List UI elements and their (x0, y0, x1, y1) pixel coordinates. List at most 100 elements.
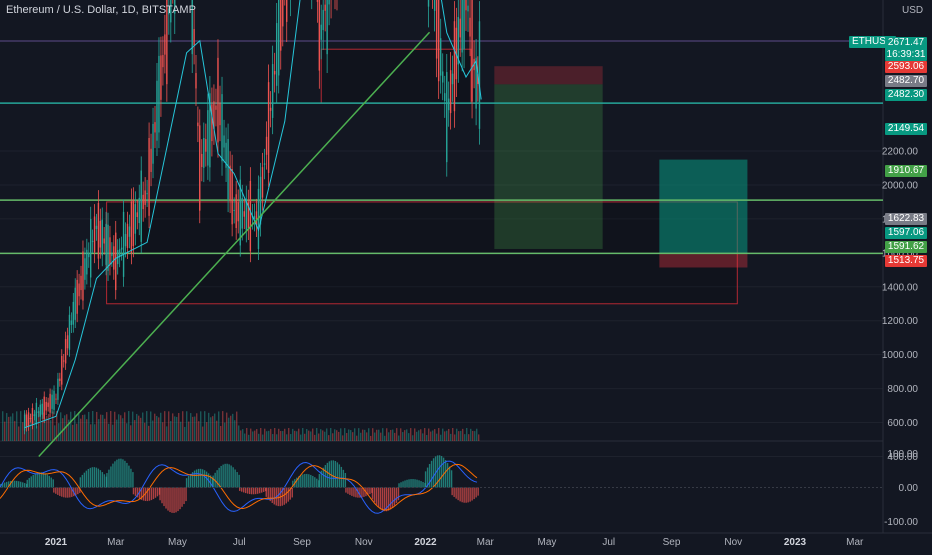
oscillator-bar (467, 487, 469, 503)
volume-bar (334, 429, 336, 441)
y-tick-label: 1000.00 (882, 350, 919, 361)
candle-body (95, 225, 98, 229)
volume-bar (148, 425, 150, 441)
candle-body (37, 411, 40, 413)
price-tag-value: 2593.06 (887, 61, 925, 72)
oscillator-bar (93, 467, 96, 488)
volume-bar (32, 420, 34, 441)
oscillator-bar (146, 487, 149, 502)
volume-bar (302, 428, 304, 441)
volume-bar (412, 435, 414, 441)
volume-bar (88, 411, 90, 441)
volume-bar (276, 434, 278, 441)
oscillator-bar (302, 474, 304, 488)
volume-bar (146, 411, 148, 441)
oscillator-bar (473, 487, 475, 500)
volume-bar (372, 428, 374, 441)
volume-bar (2, 411, 4, 441)
target-zone (659, 159, 748, 254)
volume-bar (416, 431, 418, 441)
oscillator-bar (469, 487, 471, 502)
candle-body (25, 414, 28, 428)
volume-bar (310, 431, 312, 441)
oscillator-bar (116, 459, 118, 488)
volume-bar (20, 411, 22, 441)
volume-bar (426, 434, 428, 441)
volume-bar (248, 434, 250, 441)
volume-bar (128, 411, 130, 441)
candle-body (265, 136, 268, 155)
volume-bar (8, 416, 10, 441)
candle-body (64, 339, 67, 364)
oscillator-bar (434, 456, 437, 488)
oscillator-bar (165, 487, 167, 509)
oscillator-bar (222, 464, 224, 488)
oscillator-bar (330, 460, 333, 488)
candle-body (154, 122, 156, 133)
osc-y-tick-label: 0.00 (899, 483, 919, 494)
volume-bar (464, 434, 466, 441)
volume-bar (402, 432, 404, 441)
oscillator-bar (332, 460, 335, 488)
oscillator-bar (318, 473, 321, 488)
oscillator-bar (187, 475, 190, 488)
volume-bar (108, 423, 110, 441)
oscillator-bar (398, 483, 400, 488)
candle-body (61, 355, 63, 385)
candle-body (459, 18, 461, 38)
volume-bar (328, 435, 330, 441)
volume-bar (458, 431, 460, 441)
oscillator-bar (243, 487, 245, 493)
oscillator-bar (265, 487, 267, 497)
oscillator-bar (251, 487, 253, 495)
oscillator-bar (24, 483, 26, 488)
oscillator-bar (120, 458, 122, 488)
candle-body (267, 82, 270, 173)
volume-bar (428, 428, 430, 441)
volume-bar (382, 428, 384, 441)
oscillator-bar (420, 481, 422, 488)
candle-body (111, 253, 113, 257)
oscillator-bar (344, 473, 347, 488)
oscillator-bar (46, 474, 48, 488)
volume-bar (188, 421, 190, 441)
candle-body (463, 0, 465, 50)
oscillator-bar (306, 473, 308, 488)
candle-body (318, 0, 321, 71)
candle-body (97, 202, 100, 259)
candle-body (227, 139, 229, 200)
oscillator-bar (179, 487, 181, 510)
candle-body (282, 0, 284, 27)
oscillator-bar (8, 481, 10, 488)
candle-body (41, 403, 43, 415)
candle-body (221, 94, 223, 162)
oscillator-bar (322, 467, 325, 488)
price-tag-value: 2671.47 (887, 37, 925, 48)
volume-bar (296, 431, 298, 441)
candle-body (280, 0, 282, 51)
oscillator-bar (110, 466, 112, 488)
oscillator-bar (26, 479, 28, 488)
oscillator-bar (412, 479, 414, 488)
oscillator-bar (289, 487, 291, 500)
oscillator-bar (404, 480, 406, 488)
oscillator-bar (267, 487, 269, 500)
volume-bar (212, 416, 214, 441)
volume-bar (48, 413, 50, 441)
y-tick-label: 600.00 (887, 418, 918, 429)
price-tag-p1910: 1910.67 (885, 165, 927, 177)
volume-bar (364, 429, 366, 441)
price-tag-value: 1597.06 (887, 227, 925, 238)
candle-body (471, 0, 473, 102)
candle-body (203, 137, 205, 168)
candle-body (465, 0, 467, 11)
oscillator-bar (203, 470, 206, 488)
volume-bar (282, 431, 284, 441)
candle-body (57, 378, 59, 400)
oscillator-bar (471, 487, 473, 501)
volume-bar (50, 420, 52, 441)
price-tag-p1622: 1622.83 (885, 213, 927, 225)
volume-bar (16, 411, 18, 441)
